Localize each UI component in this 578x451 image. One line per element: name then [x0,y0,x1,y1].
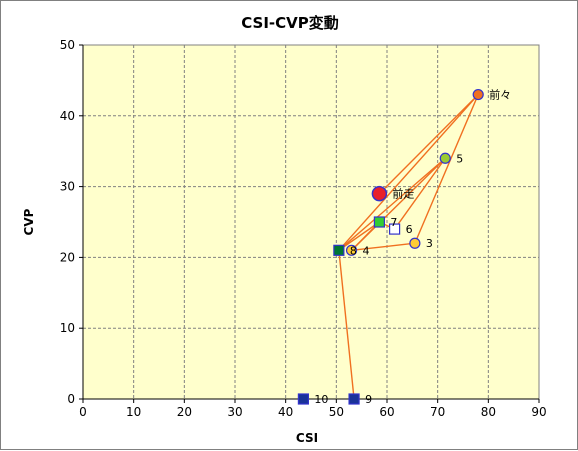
point-label: 3 [426,237,433,250]
x-tick-label: 70 [430,405,445,419]
y-tick-label: 0 [67,392,75,406]
chart-title: CSI-CVP変動 [241,14,339,32]
x-tick-label: 30 [227,405,242,419]
point-label: 前走 [392,187,414,201]
point-label: 9 [365,393,372,406]
x-tick-label: 0 [79,405,87,419]
point-marker [439,152,451,164]
connection-line [338,94,479,251]
point-label: 前々 [489,88,511,102]
x-axis-label: CSI [296,431,318,445]
point-marker [333,244,345,256]
y-tick-label: 20 [60,250,75,264]
x-tick-label: 80 [481,405,496,419]
connection-line [338,157,446,251]
point-marker [409,237,421,249]
connection-line [378,94,479,195]
plot-area: 0 10 20 30 40 50 60 70 80 90 0 10 20 30 40 50 前走 前々 3 4 5 67 8… [60,38,547,419]
point-marker [472,88,484,101]
y-tick-label: 10 [60,321,75,335]
point-marker [373,216,385,228]
y-tick-label: 40 [60,109,75,123]
plot-background [82,44,540,400]
point-marker [389,223,401,235]
x-tick-label: 40 [278,405,293,419]
x-tick-label: 20 [177,405,192,419]
x-tick-label: 90 [531,405,546,419]
point-label: 5 [456,152,463,165]
connection-line [338,221,380,251]
point-marker [297,393,309,405]
connection-line [394,157,446,230]
connection-line [338,250,355,400]
connection-line [414,94,479,244]
point-label: 6 [406,223,413,236]
point-label: 4 [363,244,370,257]
point-marker [371,185,388,202]
point-marker [348,393,360,405]
y-axis-label: CVP [22,208,36,235]
x-tick-label: 60 [379,405,394,419]
x-tick-label: 10 [126,405,141,419]
y-tick-label: 50 [60,38,75,52]
point-label: 7 [390,216,397,229]
x-tick-label: 50 [329,405,344,419]
y-tick-label: 30 [60,180,75,194]
point-marker [345,244,358,256]
point-label: 10 [314,393,328,406]
connection-line [351,242,415,252]
point-label: 8 [350,244,357,257]
